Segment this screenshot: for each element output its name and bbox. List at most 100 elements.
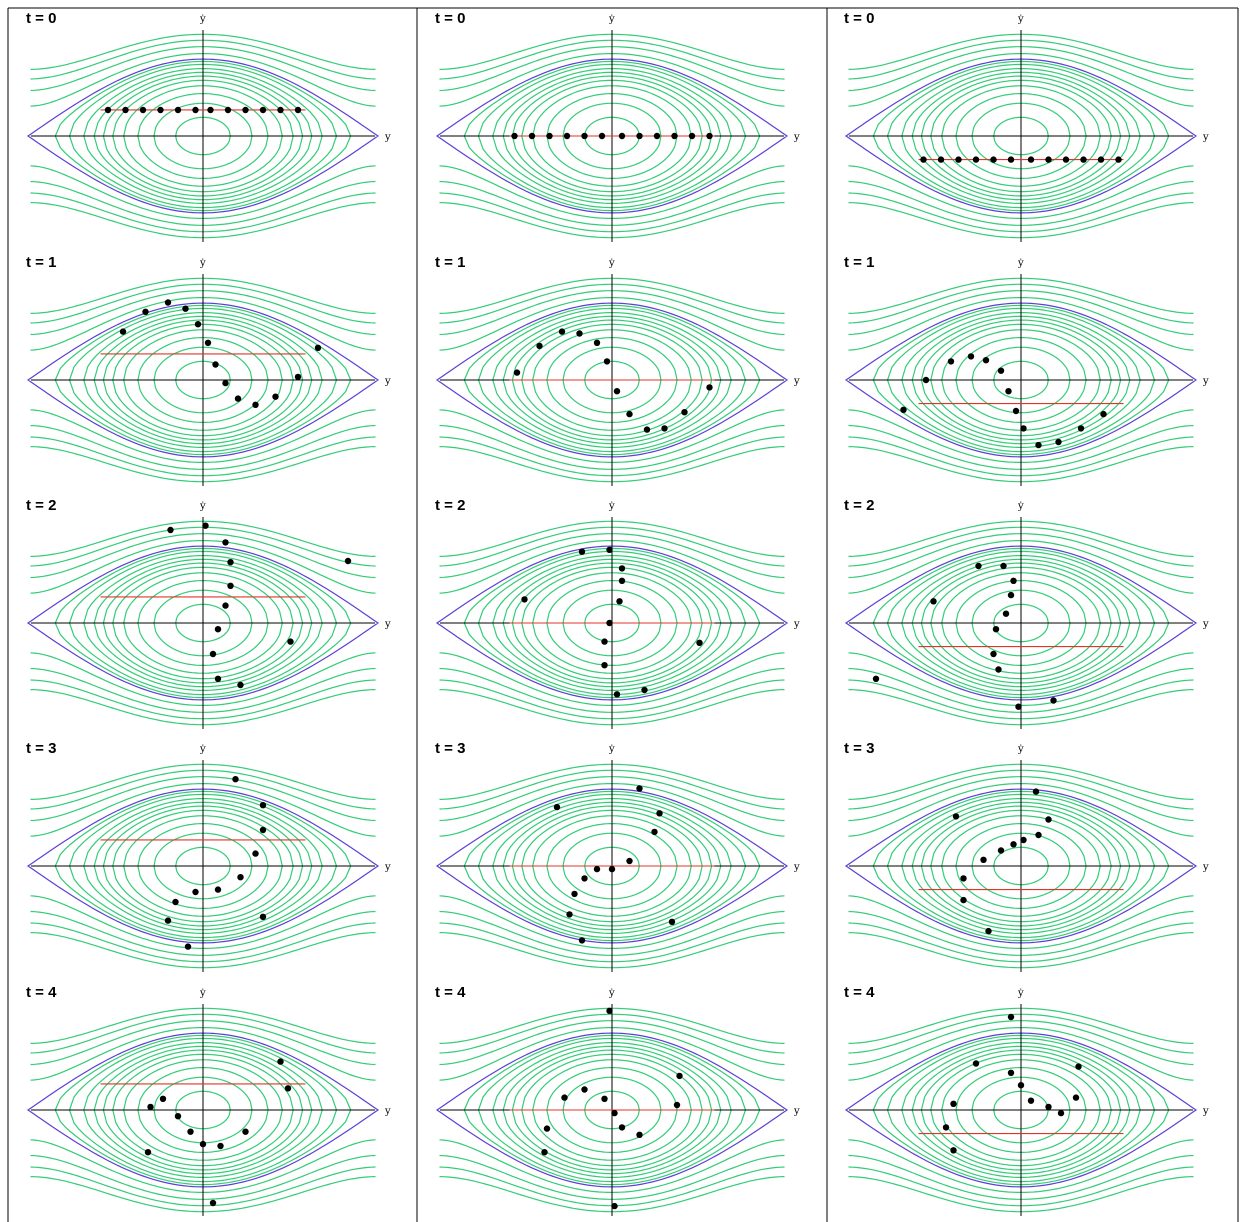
y-axis-label: y — [1202, 1106, 1209, 1117]
particle-point — [997, 847, 1005, 854]
particle-point — [528, 132, 536, 140]
particle-point — [563, 132, 571, 140]
particle-point — [952, 813, 960, 820]
particle-point — [696, 639, 703, 646]
particle-point — [167, 526, 174, 534]
particle-point — [242, 106, 249, 114]
phase-panel: y ẏ t = 4 — [435, 984, 800, 1216]
y-axis-label: y — [793, 619, 800, 630]
particle-point — [232, 776, 239, 783]
particle-point — [972, 1060, 980, 1067]
phase-panel: y ẏ t = 0 — [844, 10, 1209, 242]
particle-point — [139, 106, 147, 114]
particle-point — [294, 373, 302, 381]
particle-point — [1017, 1082, 1025, 1089]
phase-panel: y ẏ t = 0 — [435, 10, 800, 242]
ydot-axis-label: ẏ — [608, 501, 615, 512]
particle-point — [1045, 156, 1052, 163]
particle-point — [194, 321, 202, 328]
ydot-axis-label: ẏ — [1017, 258, 1024, 269]
separatrix — [844, 545, 1198, 701]
particle-point — [937, 156, 945, 163]
figure-frame — [7, 7, 1239, 1222]
particle-point — [601, 662, 608, 669]
particle-point — [207, 106, 214, 114]
particle-point — [1005, 388, 1012, 395]
particle-point — [1010, 841, 1017, 848]
particle-point — [314, 344, 322, 351]
particle-point — [1000, 562, 1007, 570]
particle-point — [511, 132, 518, 140]
y-axis-label: y — [1202, 619, 1209, 630]
particle-point — [606, 1007, 613, 1014]
particle-point — [284, 1085, 292, 1092]
separatrix — [435, 1032, 789, 1188]
particle-point — [872, 675, 880, 682]
ydot-axis-label: ẏ — [1017, 501, 1024, 512]
time-label: t = 2 — [26, 497, 56, 514]
particle-point — [980, 856, 987, 863]
particle-point — [651, 828, 658, 836]
particle-point — [598, 132, 606, 140]
particle-point — [578, 937, 586, 944]
particle-point — [192, 106, 199, 114]
particle-point — [553, 803, 561, 811]
particle-point — [972, 156, 980, 163]
particle-point — [1027, 1097, 1035, 1104]
particle-point — [1002, 610, 1010, 617]
particle-point — [164, 299, 172, 306]
phase-panel: y ẏ t = 1 — [26, 254, 391, 486]
separatrix — [26, 1032, 380, 1188]
time-label: t = 1 — [844, 254, 874, 271]
separatrix — [26, 788, 380, 944]
ydot-axis-label: ẏ — [1017, 14, 1024, 25]
particle-point — [1020, 836, 1027, 844]
particle-point — [1007, 156, 1015, 163]
time-label: t = 3 — [26, 740, 56, 757]
particle-point — [1077, 425, 1085, 432]
y-axis-label: y — [793, 862, 800, 873]
particle-point — [558, 328, 566, 335]
particle-point — [513, 369, 521, 376]
phase-panel: y ẏ t = 0 — [26, 10, 391, 242]
time-label: t = 4 — [844, 984, 875, 1001]
particle-point — [967, 353, 975, 360]
particle-point — [252, 401, 259, 408]
particle-point — [536, 342, 543, 350]
particle-point — [174, 1113, 182, 1120]
particle-point — [199, 1140, 207, 1148]
particle-point — [182, 305, 189, 312]
time-label: t = 3 — [435, 740, 465, 757]
particle-point — [214, 675, 222, 682]
particle-point — [960, 875, 967, 882]
particle-point — [975, 562, 982, 570]
particle-point — [581, 132, 588, 140]
particle-point — [192, 888, 199, 896]
particle-point — [982, 357, 990, 364]
particle-point — [997, 367, 1005, 374]
particle-point — [1075, 1063, 1082, 1070]
particle-point — [187, 1128, 194, 1135]
particle-point — [172, 898, 179, 906]
particle-point — [603, 358, 611, 365]
ydot-axis-label: ẏ — [1017, 988, 1024, 999]
particle-point — [259, 802, 267, 809]
particle-point — [920, 156, 927, 163]
particle-point — [656, 810, 663, 817]
particle-point — [234, 395, 242, 402]
particle-point — [543, 1125, 551, 1132]
particle-point — [521, 596, 528, 603]
particle-point — [1057, 1109, 1065, 1117]
y-axis-label: y — [1202, 132, 1209, 143]
particle-point — [706, 384, 713, 391]
particle-point — [643, 426, 651, 433]
particle-point — [214, 886, 222, 893]
time-label: t = 4 — [435, 984, 466, 1001]
particle-point — [1055, 438, 1062, 446]
particle-point — [636, 1131, 643, 1139]
particle-point — [616, 598, 623, 605]
particle-point — [636, 785, 643, 792]
time-label: t = 2 — [844, 497, 874, 514]
particle-point — [611, 1109, 618, 1117]
particle-point — [613, 388, 621, 395]
